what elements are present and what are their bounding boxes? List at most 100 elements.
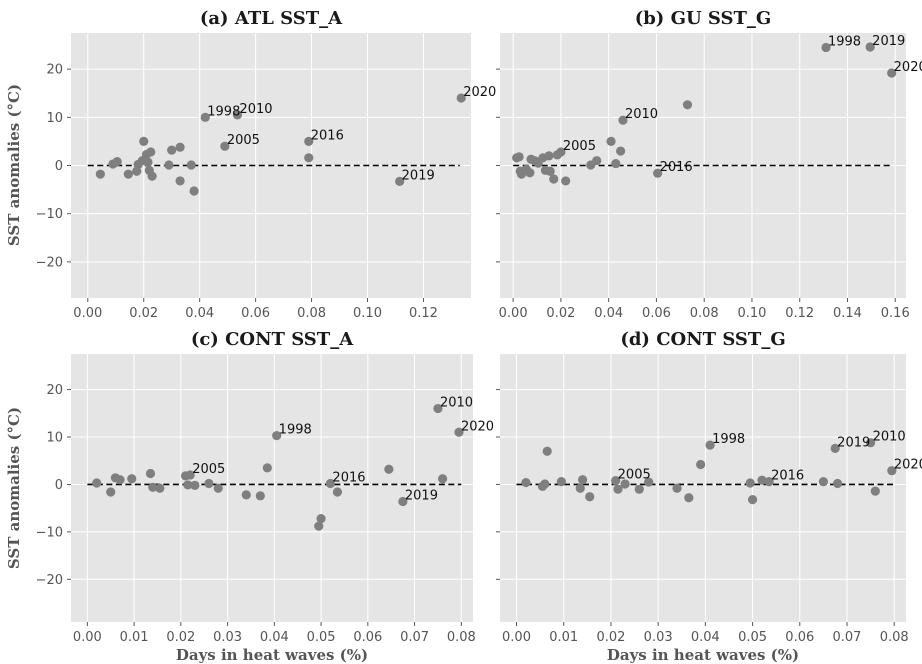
scatter-point bbox=[92, 478, 102, 488]
year-annotation: 2005 bbox=[227, 133, 260, 148]
scatter-point bbox=[204, 478, 214, 489]
x-tick-label: 0.04 bbox=[594, 306, 623, 321]
scatter-point bbox=[672, 483, 682, 493]
scatter-point bbox=[682, 100, 693, 110]
scatter-point bbox=[865, 438, 876, 448]
x-tick-label: 0.03 bbox=[644, 630, 673, 645]
year-annotation: 2019 bbox=[405, 489, 438, 504]
plot-area bbox=[71, 354, 473, 622]
year-annotation: 1998 bbox=[207, 104, 240, 119]
scatter-point bbox=[684, 493, 694, 503]
x-tick-label: 0.01 bbox=[120, 630, 149, 645]
scatter-point bbox=[514, 152, 524, 162]
y-tick-label: 10 bbox=[46, 431, 63, 446]
scatter-point bbox=[747, 495, 758, 505]
year-annotation: 2010 bbox=[440, 396, 473, 411]
scatter-point bbox=[316, 513, 326, 524]
year-annotation: 2019 bbox=[872, 34, 905, 49]
scatter-point bbox=[575, 483, 585, 493]
scatter-point bbox=[634, 484, 644, 494]
scatter-point bbox=[611, 158, 621, 169]
scatter-point bbox=[272, 430, 282, 441]
x-tick-label: 0.07 bbox=[833, 630, 862, 645]
scatter-point bbox=[618, 115, 628, 125]
scatter-point bbox=[262, 463, 272, 473]
scatter-point bbox=[764, 476, 774, 487]
scatter-point bbox=[314, 521, 324, 531]
x-tick-label: 0.10 bbox=[737, 306, 766, 321]
year-annotation: 2016 bbox=[660, 160, 693, 175]
scatter-point bbox=[454, 427, 464, 437]
y-tick-label: −20 bbox=[36, 573, 63, 588]
scatter-point bbox=[653, 168, 663, 178]
scatter-point bbox=[561, 176, 571, 186]
scatter-point bbox=[127, 474, 137, 484]
scatter-point bbox=[325, 478, 336, 489]
scatter-point bbox=[578, 475, 588, 485]
year-annotation: 1998 bbox=[279, 423, 312, 438]
panel-2: 0.00 0.02 0.04 0.06 0.08 0.10 0.12 0.14 0.16 2005… bbox=[496, 8, 922, 321]
scatter-point bbox=[611, 476, 621, 486]
x-tick-label: 0.02 bbox=[596, 630, 625, 645]
scatter-point bbox=[145, 468, 156, 479]
scatter-point bbox=[304, 136, 314, 147]
x-tick-label: 0.08 bbox=[447, 630, 476, 645]
y-tick-label: 0 bbox=[55, 478, 63, 493]
year-annotation: 2019 bbox=[402, 168, 435, 183]
scatter-point bbox=[542, 446, 552, 456]
scatter-point bbox=[525, 168, 535, 178]
panel-4: 0.00 0.01 0.02 0.03 0.04 0.05 0.06 0.07 0.08 2005… bbox=[496, 329, 922, 664]
scatter-point bbox=[213, 483, 223, 493]
x-tick-label: 0.07 bbox=[400, 630, 429, 645]
scatter-point bbox=[705, 440, 715, 450]
panel-title: (b) GU SST_G bbox=[635, 8, 772, 29]
x-tick-label: 0.02 bbox=[129, 306, 158, 321]
x-tick-label: 0.04 bbox=[260, 630, 289, 645]
year-annotation: 2005 bbox=[192, 462, 225, 477]
y-tick-label: 10 bbox=[46, 111, 63, 126]
scatter-point bbox=[175, 176, 185, 186]
scatter-point bbox=[185, 470, 195, 480]
x-tick-label: 0.02 bbox=[166, 630, 195, 645]
y-tick-label: 20 bbox=[46, 63, 63, 78]
x-tick-label: 0.08 bbox=[880, 630, 909, 645]
x-axis-label: Days in heat waves (%) bbox=[607, 646, 799, 664]
scatter-point bbox=[255, 491, 265, 501]
scatter-point bbox=[870, 486, 880, 496]
scatter-point bbox=[585, 492, 595, 502]
scatter-point bbox=[433, 403, 443, 414]
x-tick-label: 0.00 bbox=[502, 630, 531, 645]
x-tick-label: 0.10 bbox=[353, 306, 382, 321]
year-annotation: 2020 bbox=[894, 60, 922, 75]
scatter-point bbox=[189, 186, 199, 196]
scatter-point bbox=[139, 136, 149, 147]
y-tick-label: −20 bbox=[36, 255, 63, 270]
scatter-point bbox=[556, 147, 566, 157]
scatter-point bbox=[830, 443, 840, 453]
x-tick-label: 0.06 bbox=[642, 306, 671, 321]
x-tick-label: 0.00 bbox=[73, 306, 102, 321]
plot-area bbox=[500, 354, 906, 622]
x-tick-label: 0.00 bbox=[499, 306, 528, 321]
y-tick-label: −10 bbox=[36, 207, 63, 222]
y-tick-label: 20 bbox=[46, 383, 63, 398]
scatter-point bbox=[616, 146, 626, 156]
scatter-point bbox=[143, 157, 153, 167]
x-tick-label: 0.12 bbox=[785, 306, 814, 321]
scatter-point bbox=[167, 145, 177, 155]
scatter-point bbox=[148, 482, 158, 492]
x-tick-label: 0.08 bbox=[690, 306, 719, 321]
scatter-point bbox=[220, 141, 230, 151]
year-annotation: 2020 bbox=[463, 85, 496, 100]
x-tick-label: 0.05 bbox=[307, 630, 336, 645]
scatter-point bbox=[164, 160, 174, 170]
scatter-point bbox=[544, 151, 554, 161]
scatter-point bbox=[592, 156, 602, 166]
scatter-point bbox=[95, 169, 105, 179]
x-tick-label: 0.01 bbox=[549, 630, 578, 645]
x-tick-label: 0.06 bbox=[241, 306, 270, 321]
year-annotation: 2005 bbox=[618, 468, 651, 483]
year-annotation: 2010 bbox=[625, 107, 658, 122]
scatter-point bbox=[521, 477, 531, 488]
